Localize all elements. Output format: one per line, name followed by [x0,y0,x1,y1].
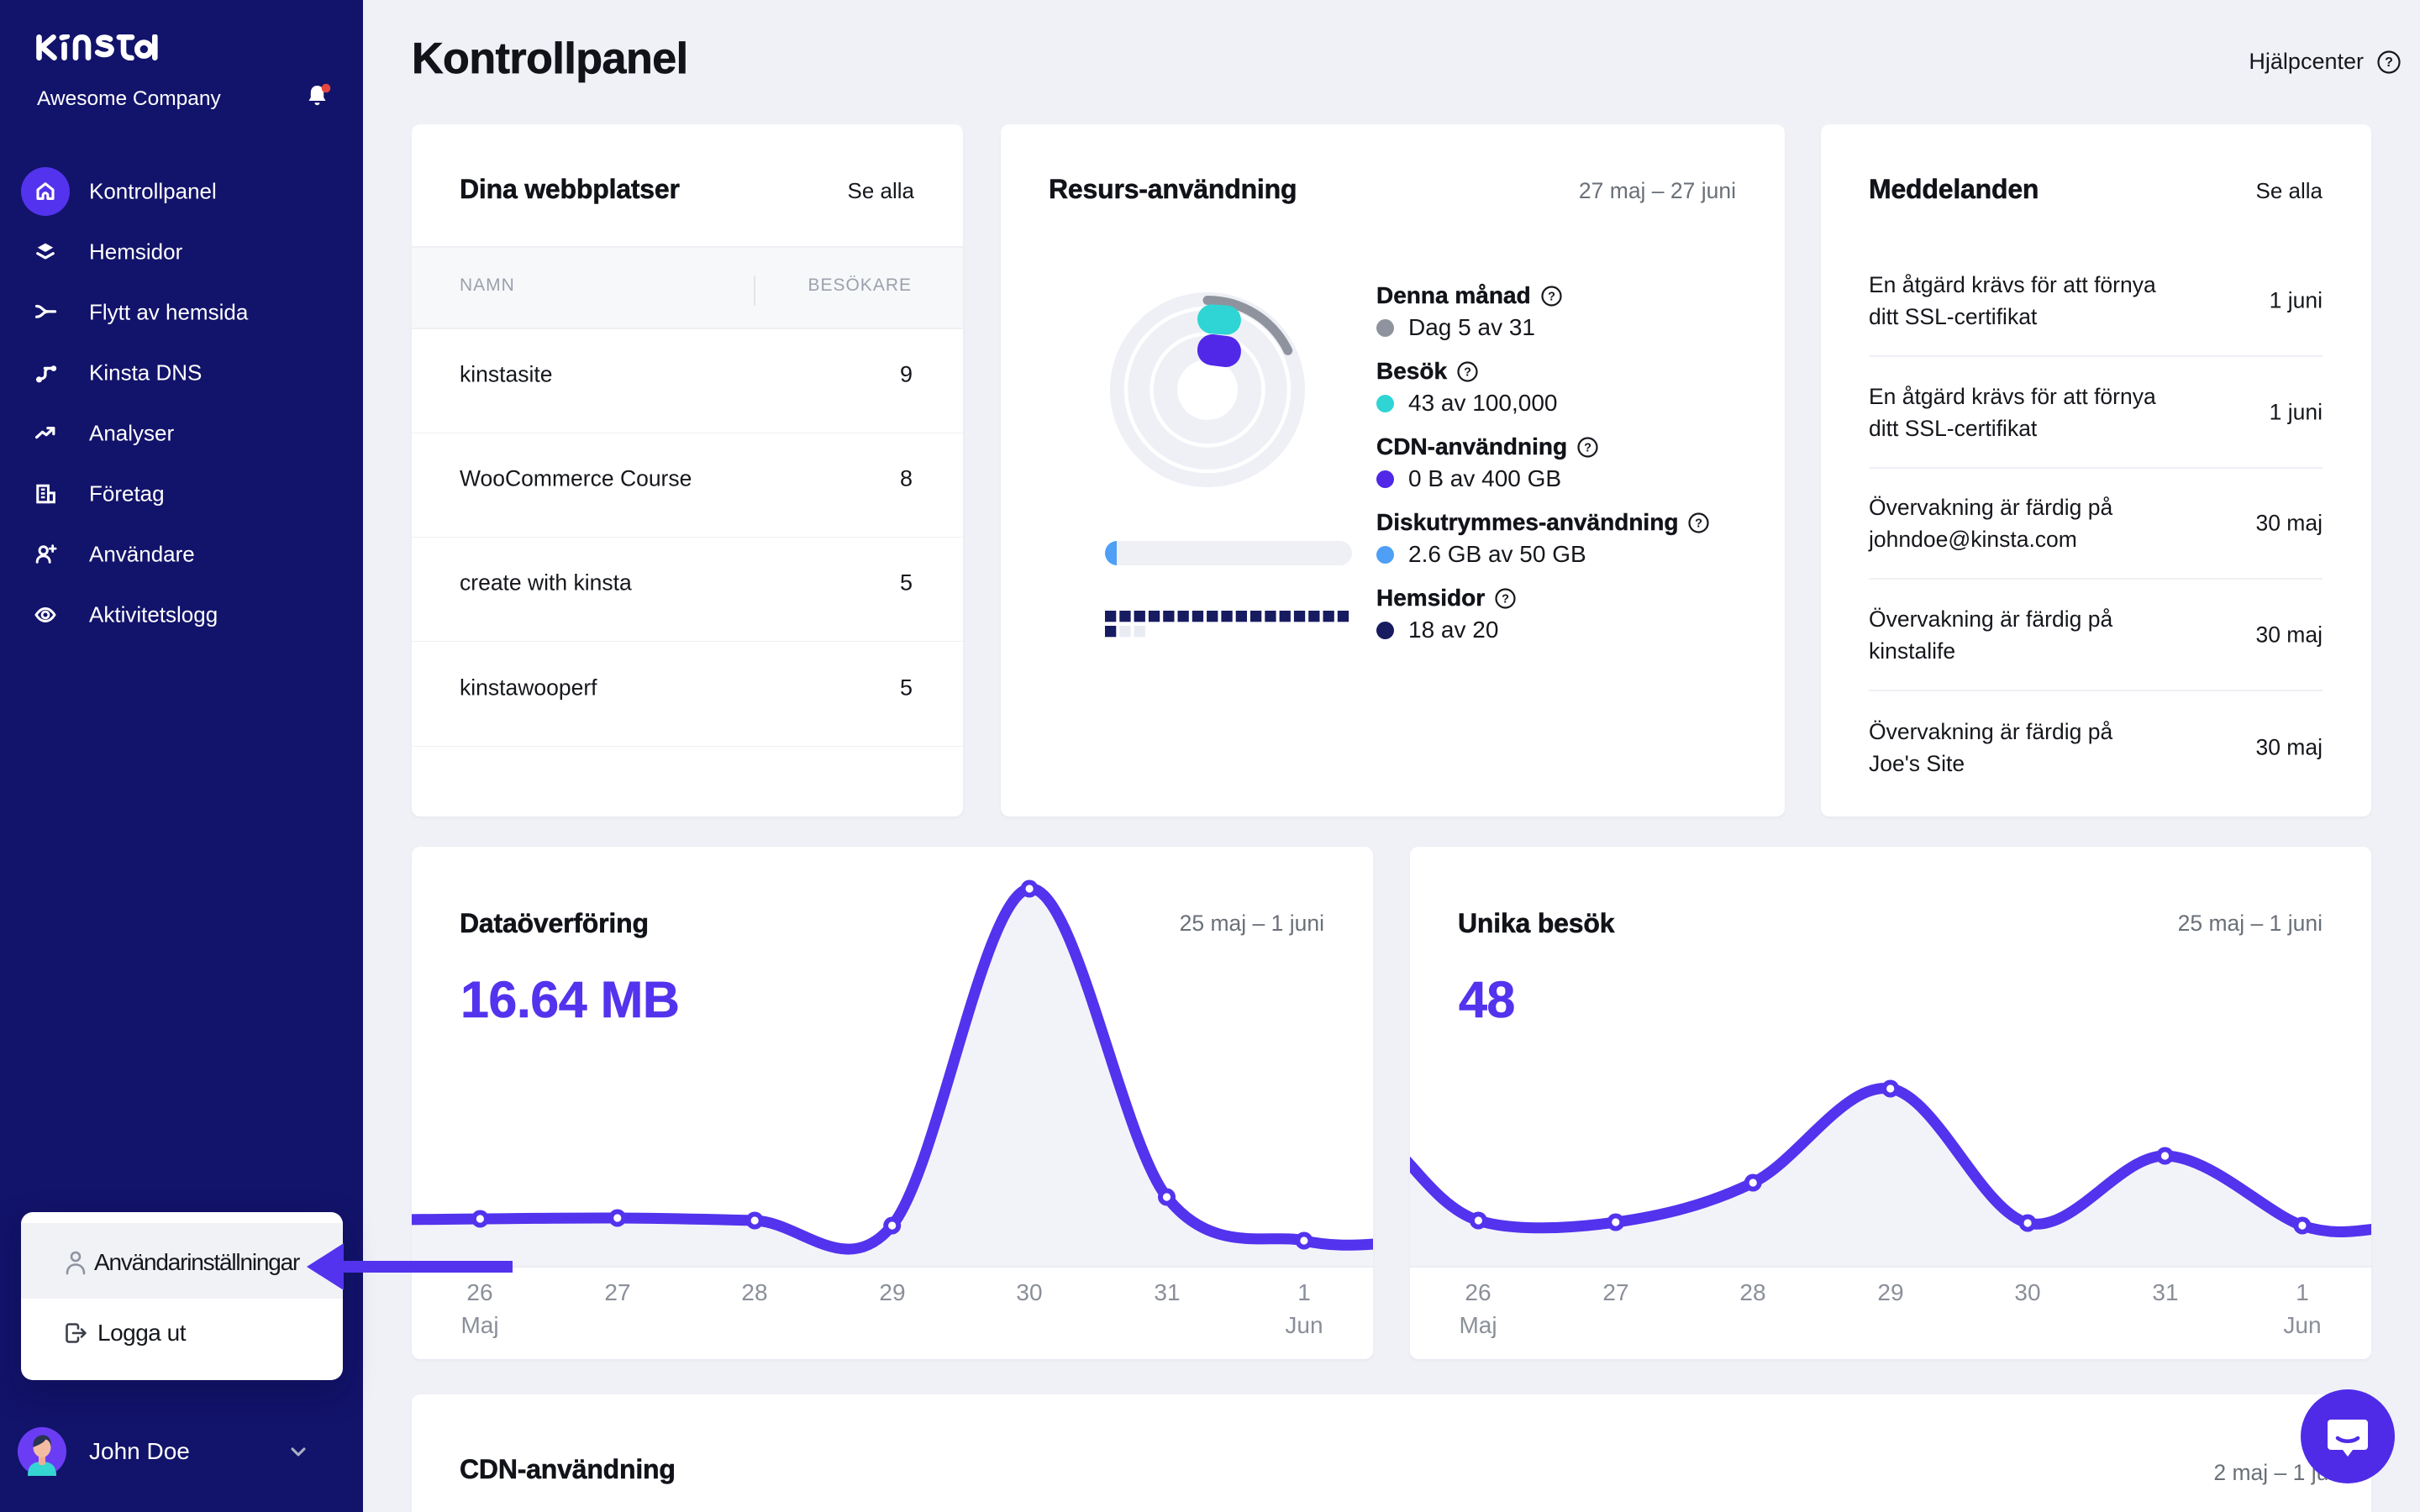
svg-text:?: ? [1695,517,1702,530]
svg-text:?: ? [1584,441,1591,454]
svg-text:?: ? [1548,290,1555,303]
svg-text:?: ? [1464,365,1471,379]
svg-text:?: ? [2385,55,2393,70]
svg-text:?: ? [1502,592,1509,606]
